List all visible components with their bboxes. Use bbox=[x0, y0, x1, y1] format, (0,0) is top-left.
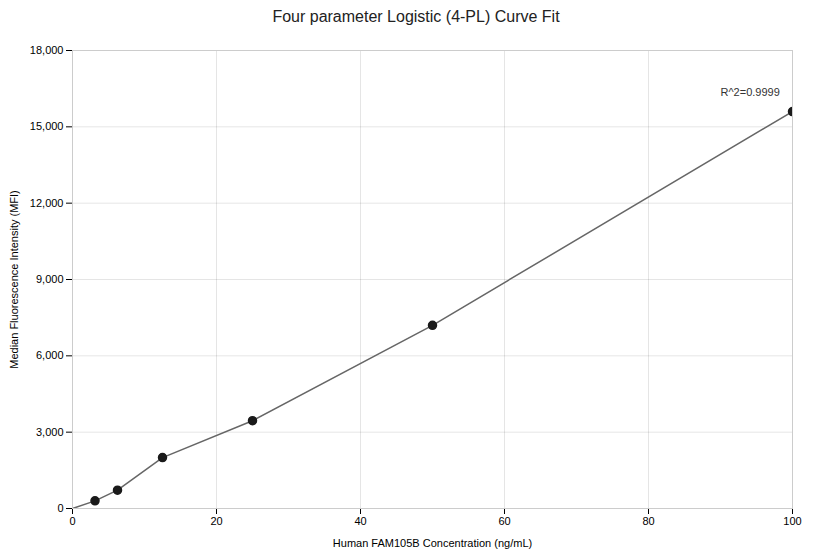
svg-text:100: 100 bbox=[783, 515, 801, 527]
svg-text:Human FAM105B Concentration (n: Human FAM105B Concentration (ng/mL) bbox=[333, 537, 532, 549]
svg-text:18,000: 18,000 bbox=[30, 44, 64, 56]
svg-text:0: 0 bbox=[69, 515, 75, 527]
svg-text:R^2=0.9999: R^2=0.9999 bbox=[721, 86, 780, 98]
svg-text:0: 0 bbox=[57, 502, 63, 514]
svg-text:15,000: 15,000 bbox=[30, 120, 64, 132]
svg-text:60: 60 bbox=[498, 515, 510, 527]
svg-text:6,000: 6,000 bbox=[36, 349, 64, 361]
svg-text:20: 20 bbox=[210, 515, 222, 527]
svg-text:3,000: 3,000 bbox=[36, 426, 64, 438]
svg-text:Median Fluorescence Intensity: Median Fluorescence Intensity (MFI) bbox=[8, 190, 20, 369]
svg-text:9,000: 9,000 bbox=[36, 273, 64, 285]
html-text:Four parameter Logistic (4-PL): Four parameter Logistic (4-PL) Curve Fit bbox=[272, 8, 560, 25]
svg-text:40: 40 bbox=[354, 515, 366, 527]
svg-text:12,000: 12,000 bbox=[30, 197, 64, 209]
svg-text:80: 80 bbox=[642, 515, 654, 527]
